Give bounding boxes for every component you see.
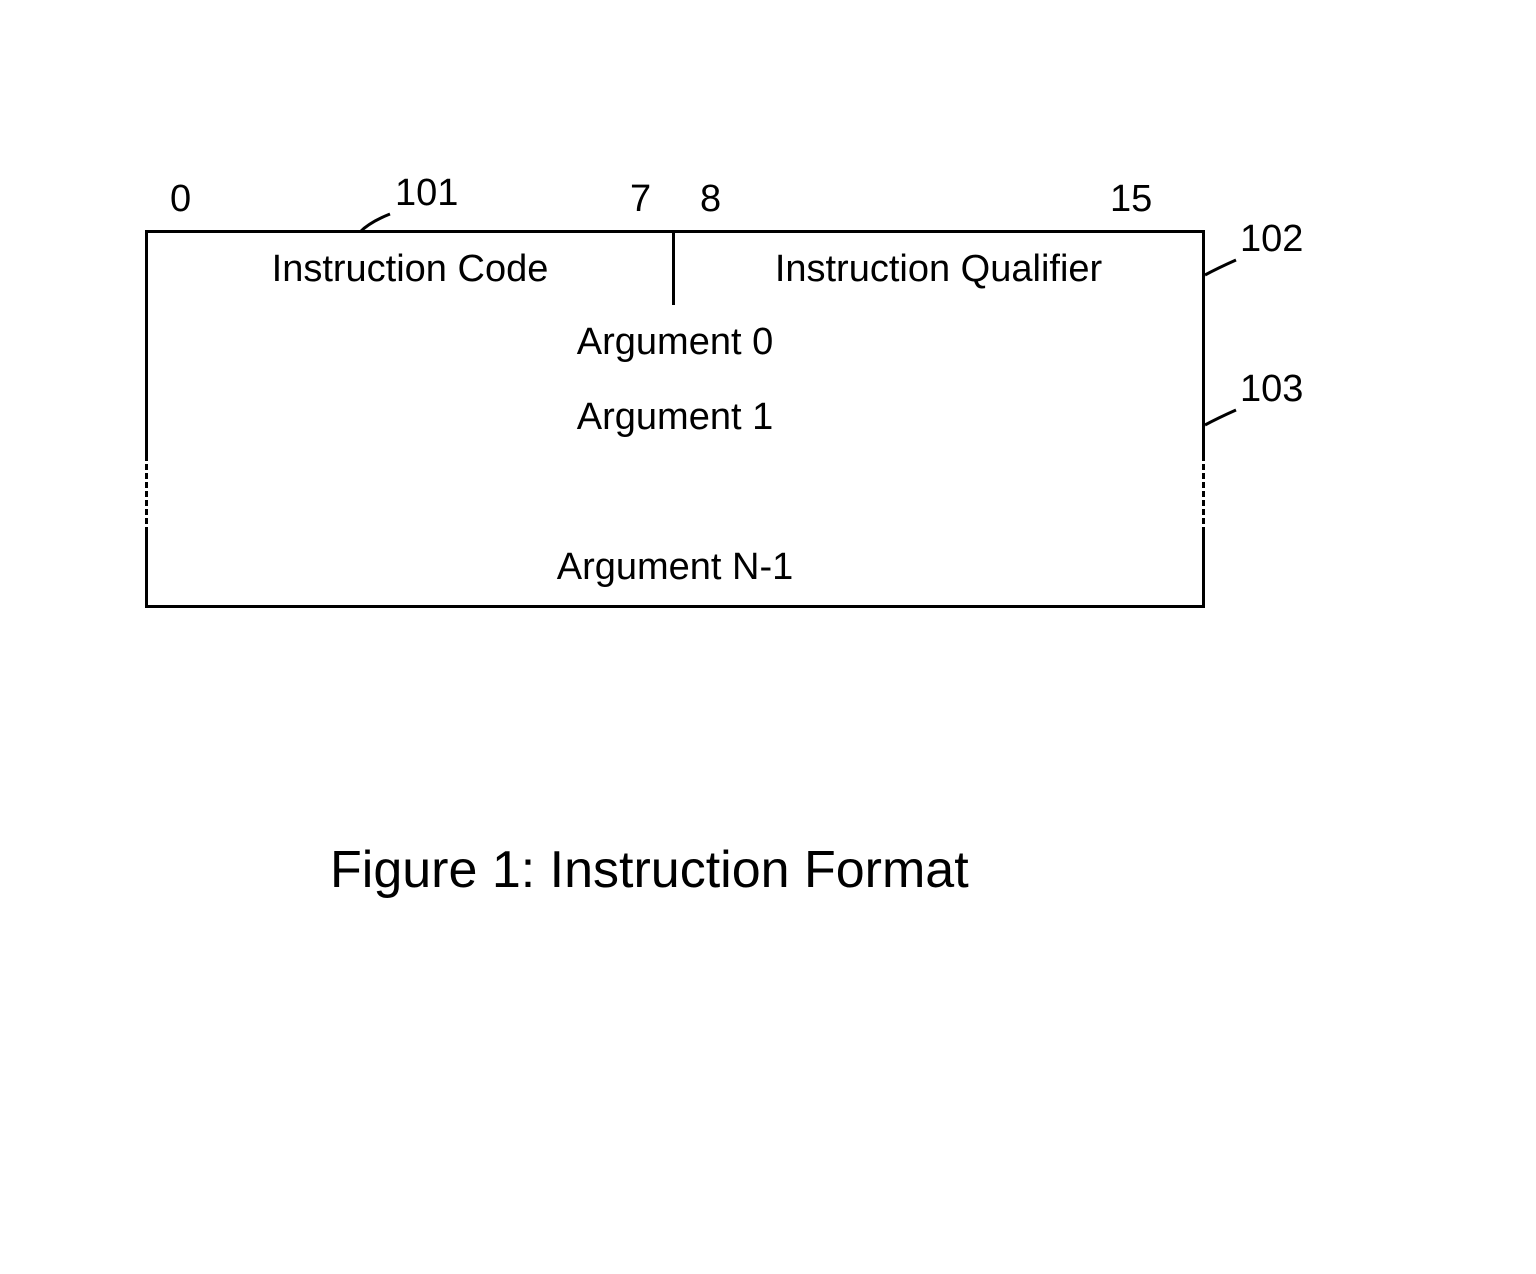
row-argument-n1-label: Argument N-1 — [557, 546, 794, 589]
header-instruction-code-label: Instruction Code — [272, 248, 549, 291]
row-argument-0-label: Argument 0 — [577, 321, 773, 364]
figure-caption: Figure 1: Instruction Format — [330, 840, 969, 900]
header-instruction-qualifier-label: Instruction Qualifier — [775, 248, 1102, 291]
row-argument-0: Argument 0 — [145, 305, 1205, 383]
row-argument-1: Argument 1 — [145, 380, 1205, 458]
row-argument-1-label: Argument 1 — [577, 396, 773, 439]
row-gap — [145, 455, 1205, 533]
header-instruction-qualifier: Instruction Qualifier — [672, 230, 1205, 308]
row-argument-n1: Argument N-1 — [145, 530, 1205, 608]
lead-103 — [0, 0, 1536, 1274]
header-instruction-code: Instruction Code — [145, 230, 675, 308]
diagram-canvas: 0 7 8 15 101 102 103 Instruction Code In… — [0, 0, 1536, 1274]
